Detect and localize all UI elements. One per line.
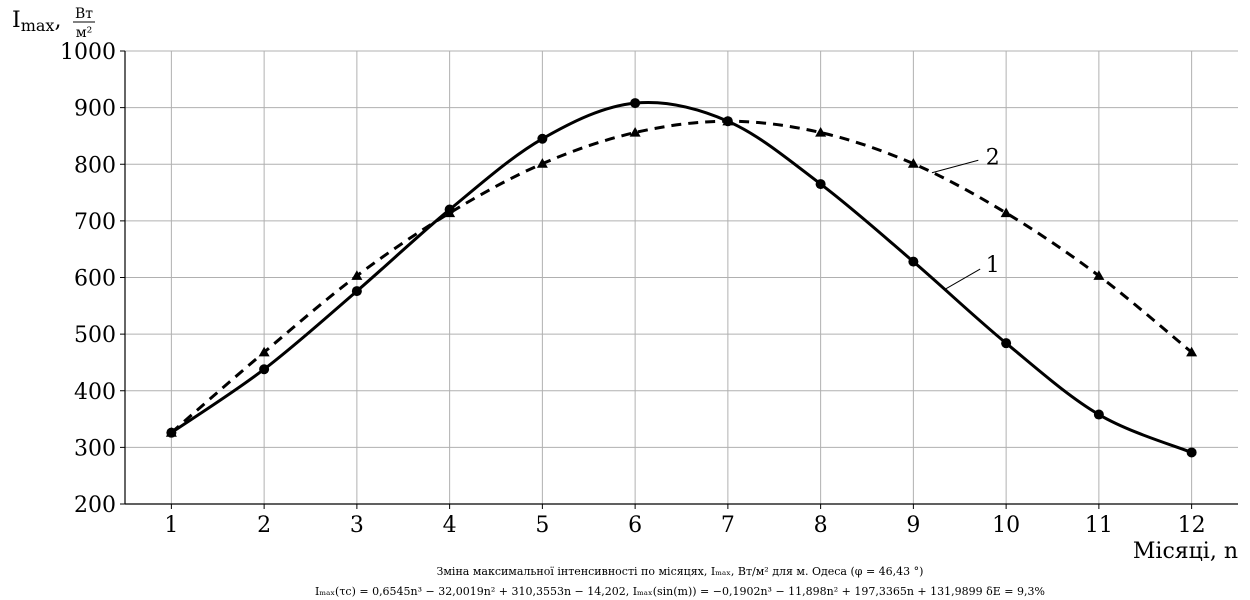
y-tick-label: 200 <box>74 493 116 518</box>
x-tick-label: 8 <box>814 513 828 538</box>
data-point-1 <box>1186 447 1197 458</box>
data-point-1 <box>1001 338 1012 349</box>
caption-line-2: Iₘₐₓ(τc) = 0,6545n³ − 32,0019n² + 310,35… <box>315 585 1045 598</box>
y-axis-label: Imax, <box>12 8 61 35</box>
data-point-1 <box>166 427 177 438</box>
x-tick-label: 12 <box>1178 513 1206 538</box>
series-line-1 <box>170 101 1193 454</box>
data-point-1 <box>537 133 548 144</box>
series-1 <box>166 98 1197 458</box>
y-tick-label: 300 <box>74 436 116 461</box>
data-point-2 <box>629 127 641 137</box>
data-point-1 <box>259 364 270 375</box>
data-point-2 <box>1093 270 1105 280</box>
curve-1-leader <box>945 268 981 290</box>
axes <box>120 50 1238 509</box>
data-point-1 <box>908 256 919 267</box>
x-tick-label: 7 <box>721 513 735 538</box>
data-point-1 <box>722 116 733 127</box>
x-tick-label: 6 <box>628 513 642 538</box>
series-group <box>165 98 1198 458</box>
x-axis-label: Місяці, n <box>1133 539 1238 564</box>
y-axis-unit-denominator: м² <box>76 25 93 41</box>
grid-lines <box>125 50 1238 505</box>
x-tick-label: 9 <box>906 513 920 538</box>
data-point-1 <box>1093 409 1104 420</box>
y-tick-label: 500 <box>74 323 116 348</box>
curve-label-1: 1 <box>986 253 1000 278</box>
y-axis-unit-numerator: Вт <box>75 6 93 22</box>
y-tick-label: 700 <box>74 210 116 235</box>
data-point-1 <box>351 286 362 297</box>
x-tick-label: 3 <box>350 513 364 538</box>
data-point-1 <box>630 98 641 109</box>
data-point-2 <box>536 158 548 168</box>
data-point-2 <box>1186 346 1198 357</box>
data-point-2 <box>815 127 827 137</box>
caption-line-1: Зміна максимальної інтенсивності по міся… <box>437 565 924 578</box>
data-point-1 <box>444 204 455 215</box>
data-point-2 <box>351 270 363 280</box>
y-tick-label: 900 <box>74 97 116 122</box>
data-point-2 <box>1000 207 1012 218</box>
curve-2-leader <box>931 159 979 174</box>
y-tick-label: 600 <box>74 267 116 292</box>
y-tick-label: 1000 <box>60 40 116 65</box>
data-point-2 <box>258 346 270 357</box>
x-tick-label: 1 <box>164 513 178 538</box>
series-line-2 <box>170 119 1193 434</box>
labels-group: 21 <box>931 145 1000 290</box>
y-tick-label: 800 <box>74 153 116 178</box>
y-tick-label: 400 <box>74 380 116 405</box>
x-tick-label: 5 <box>535 513 549 538</box>
x-tick-label: 4 <box>443 513 457 538</box>
x-tick-label: 11 <box>1085 513 1113 538</box>
data-point-2 <box>907 158 919 168</box>
x-tick-label: 2 <box>257 513 271 538</box>
curve-label-2: 2 <box>986 145 1000 170</box>
tick-labels: 1 2 3 4 5 6 7 8 9 10 11 122003004005006007008009001… <box>60 40 1206 538</box>
x-tick-label: 10 <box>992 513 1020 538</box>
data-point-1 <box>815 179 826 190</box>
